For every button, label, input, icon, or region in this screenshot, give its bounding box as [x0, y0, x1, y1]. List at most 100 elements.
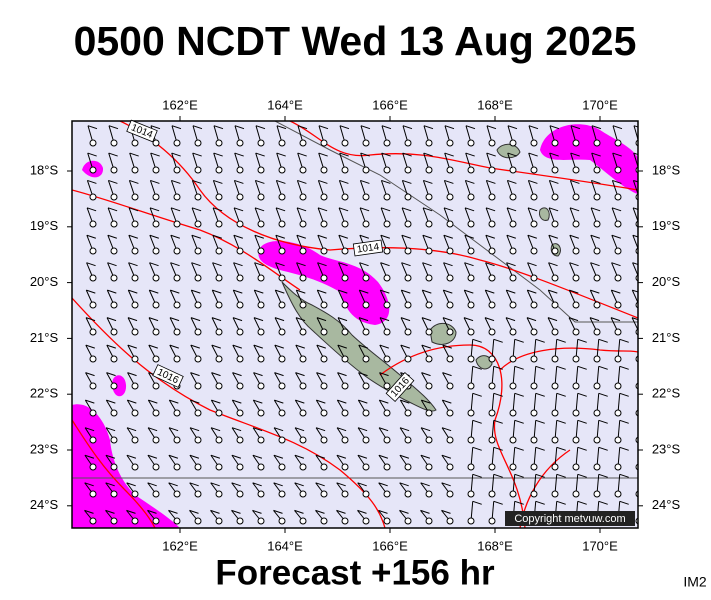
- barb-feather: [514, 365, 524, 370]
- barb-station: [257, 301, 265, 309]
- barb-station: [467, 139, 475, 147]
- barb-feather: [360, 152, 370, 157]
- wind-barb: [463, 317, 475, 336]
- wind-barb: [190, 344, 202, 363]
- barb-feather: [150, 179, 160, 184]
- barb-feather: [378, 482, 388, 487]
- barb-station: [530, 247, 538, 255]
- wind-barb: [276, 125, 287, 147]
- barb-feather: [336, 427, 347, 432]
- barb-feather: [420, 482, 430, 487]
- wind-barb: [402, 152, 412, 174]
- barb-feather: [590, 289, 600, 294]
- wind-barb: [379, 344, 391, 363]
- barb-feather: [527, 234, 538, 239]
- barb-feather: [400, 399, 410, 404]
- barb-station: [173, 166, 181, 174]
- barb-station: [278, 166, 286, 174]
- barb-feather: [472, 500, 482, 505]
- lon-label: 162°E: [162, 97, 198, 112]
- barb-station: [572, 355, 580, 363]
- barb-feather: [619, 392, 629, 397]
- wind-barb: [530, 365, 545, 390]
- barb-station: [488, 274, 496, 282]
- barb-station: [173, 247, 181, 255]
- wind-barb: [336, 399, 349, 417]
- barb-station: [341, 517, 349, 525]
- barb-station: [131, 193, 139, 201]
- barb-station: [572, 301, 580, 309]
- wind-barb: [126, 427, 139, 444]
- wind-barb: [509, 365, 524, 390]
- barb-station: [341, 166, 349, 174]
- barb-feather: [598, 500, 608, 505]
- wind-barb: [358, 289, 370, 309]
- barb-station: [425, 193, 433, 201]
- forecast-label: Forecast +156 hr: [215, 553, 495, 592]
- barb-station: [425, 517, 433, 525]
- barb-feather: [275, 207, 286, 212]
- barb-station: [152, 274, 160, 282]
- isobar-label-box: [352, 239, 384, 257]
- wind-barb: [190, 317, 202, 336]
- barb-feather: [171, 152, 181, 157]
- wind-barb: [547, 317, 559, 336]
- wind-barb: [275, 179, 286, 201]
- barb-feather: [535, 500, 545, 505]
- barb-feather: [210, 482, 220, 487]
- wind-barb: [318, 152, 328, 174]
- barb-feather: [231, 427, 242, 432]
- wind-barb: [169, 289, 181, 309]
- map-layers: [72, 121, 650, 528]
- barb-feather: [485, 289, 495, 294]
- barb-feather: [358, 344, 368, 349]
- wind-barb: [317, 179, 328, 201]
- barb-station: [320, 139, 328, 147]
- wind-barb: [614, 446, 629, 471]
- wind-barb: [254, 262, 265, 282]
- barb-station: [614, 193, 622, 201]
- barb-station: [131, 301, 139, 309]
- barb-station: [551, 490, 559, 498]
- barb-feather: [318, 179, 328, 184]
- wind-barb: [485, 234, 496, 255]
- barb-station: [89, 490, 97, 498]
- barb-feather: [514, 392, 524, 397]
- wind-barb: [294, 427, 307, 444]
- wind-barb: [590, 179, 601, 201]
- barb-feather: [212, 207, 223, 212]
- barb-station: [362, 409, 370, 417]
- barb-feather: [126, 427, 137, 432]
- wind-barb: [359, 207, 370, 228]
- barb-feather: [191, 289, 201, 294]
- barb-station: [89, 247, 97, 255]
- barb-station: [89, 301, 97, 309]
- barb-feather: [463, 317, 474, 322]
- barb-station: [215, 301, 223, 309]
- barb-feather: [339, 125, 350, 130]
- barb-station: [173, 517, 181, 525]
- barb-station: [236, 220, 244, 228]
- wind-barb: [254, 234, 265, 255]
- barb-station: [362, 517, 370, 525]
- barb-feather: [464, 207, 475, 212]
- barb-station: [257, 247, 265, 255]
- barb-station: [551, 436, 559, 444]
- barb-feather: [535, 446, 545, 451]
- barb-station: [446, 301, 454, 309]
- barb-feather: [632, 289, 638, 293]
- barb-station: [320, 463, 328, 471]
- wind-barb: [467, 473, 482, 498]
- barb-station: [551, 301, 559, 309]
- barb-station: [425, 166, 433, 174]
- barb-station: [383, 355, 391, 363]
- barb-station: [509, 355, 517, 363]
- wind-barb: [150, 152, 160, 174]
- barb-station: [278, 409, 286, 417]
- barb-feather: [358, 372, 368, 377]
- barb-station: [383, 490, 391, 498]
- barb-feather: [619, 419, 629, 424]
- barb-feather: [641, 474, 650, 477]
- wind-barb: [128, 207, 139, 228]
- wind-barb: [128, 262, 139, 282]
